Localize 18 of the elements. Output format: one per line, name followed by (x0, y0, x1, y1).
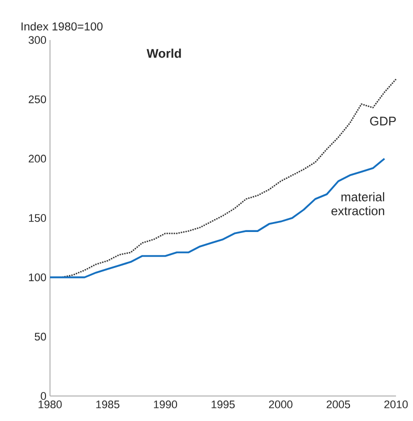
y-tick-label: 200 (28, 154, 46, 163)
y-axis-title: Index 1980=100 (22, 22, 103, 30)
x-tick-label: 2005 (326, 400, 350, 408)
x-tick-label: 1990 (154, 400, 178, 408)
x-tick-label: 1980 (38, 400, 62, 408)
x-tick-label: 1985 (96, 400, 120, 408)
y-tick-label: 300 (28, 36, 46, 44)
series-label: GDP (370, 116, 396, 126)
y-tick-label: 0 (40, 392, 46, 400)
text: World (146, 48, 181, 58)
y-tick-label: 50 (34, 332, 46, 341)
y-tick-label: 250 (28, 95, 46, 104)
y-tick-label: 150 (29, 214, 46, 222)
y-tick-label: 100 (29, 273, 46, 282)
x-tick-label: 1995 (212, 400, 235, 408)
x-tick-label: 2000 (269, 400, 292, 408)
x-tick-label: 2010 (384, 400, 408, 408)
series-label: material extraction (331, 192, 384, 216)
